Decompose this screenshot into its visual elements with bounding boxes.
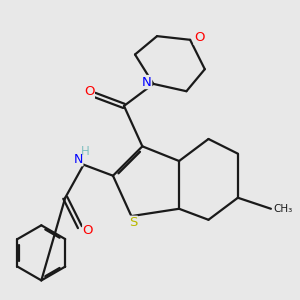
Text: N: N <box>74 153 83 166</box>
Text: H: H <box>81 145 90 158</box>
Text: O: O <box>194 32 205 44</box>
Text: CH₃: CH₃ <box>274 204 293 214</box>
Text: N: N <box>142 76 152 88</box>
Text: S: S <box>129 216 137 229</box>
Text: O: O <box>84 85 94 98</box>
Text: O: O <box>83 224 93 237</box>
